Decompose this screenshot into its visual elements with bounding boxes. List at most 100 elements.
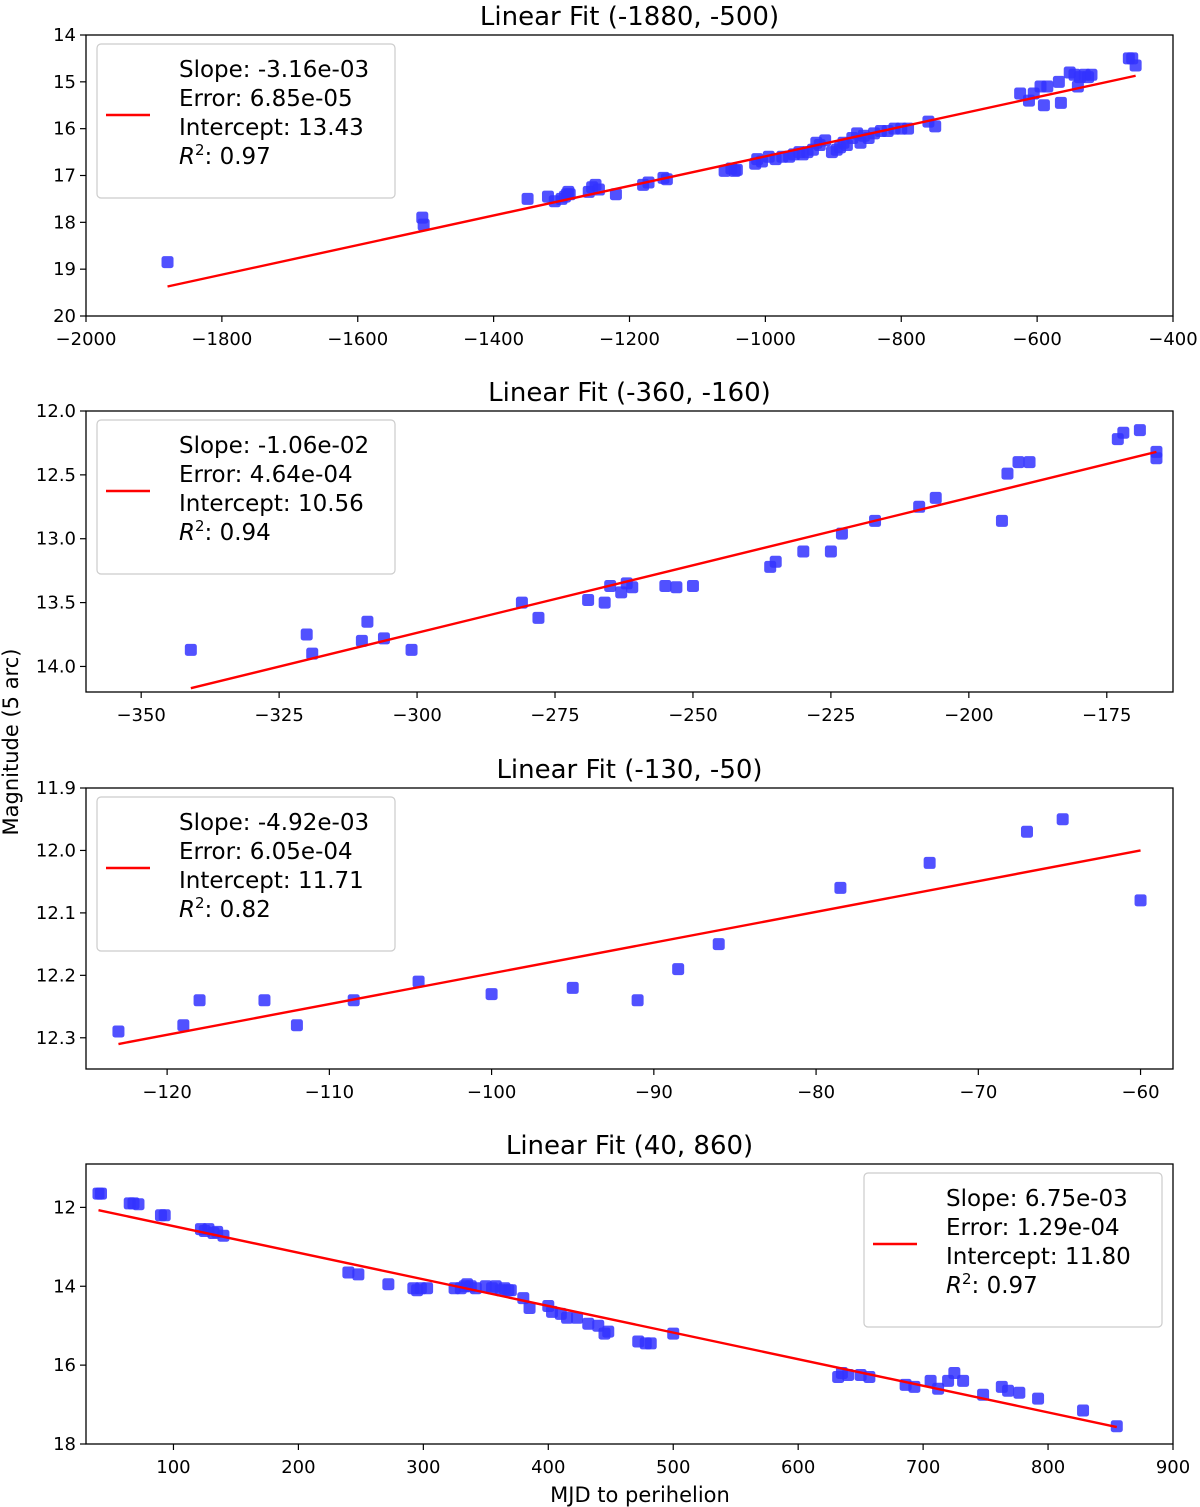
y-tick-label: 12.2 (36, 965, 76, 986)
data-point (1037, 99, 1050, 112)
x-tick-label: 200 (281, 1457, 315, 1478)
legend-error: Error: 1.29e-04 (946, 1215, 1120, 1241)
data-point (1052, 75, 1065, 88)
r-symbol: R (179, 520, 195, 546)
y-tick-label: 20 (53, 306, 76, 327)
data-point (582, 1317, 595, 1330)
panel-4: Linear Fit (40, 860) 100 200 300 400 500 600 70… (53, 1131, 1190, 1478)
y-tick-label: 15 (53, 72, 76, 93)
fit-line (167, 74, 1136, 288)
data-point (352, 1268, 365, 1281)
data-point (355, 634, 368, 647)
data-point (382, 1278, 395, 1291)
x-tick-label: −110 (305, 1082, 354, 1103)
y-tick-label: 17 (53, 166, 76, 187)
x-tick-label: −70 (959, 1082, 997, 1103)
data-point (659, 579, 672, 592)
data-point (290, 1019, 303, 1032)
data-point (566, 981, 579, 994)
y-tick-label: 12 (53, 1197, 76, 1218)
plot-frame (85, 410, 1174, 693)
data-point (1001, 467, 1014, 480)
legend: Slope: -4.92e-03 Error: 6.05e-04 Intercept… (96, 796, 396, 952)
legend-error: Error: 6.05e-04 (179, 839, 353, 865)
data-point (177, 1019, 190, 1032)
data-point (672, 963, 685, 976)
r-squared-value: : 0.82 (205, 897, 271, 923)
plot-frame (85, 34, 1174, 317)
fit-line (190, 450, 1157, 690)
data-point (670, 581, 683, 594)
data-point (361, 615, 374, 628)
fit-line (118, 849, 1141, 1046)
data-point (1133, 424, 1146, 437)
legend-slope: Slope: -4.92e-03 (179, 810, 369, 836)
x-tick-label: −300 (392, 705, 441, 726)
legend-intercept: Intercept: 13.43 (179, 115, 364, 141)
legend-intercept: Intercept: 11.71 (179, 868, 364, 894)
x-tick-label: 400 (531, 1457, 565, 1478)
data-point (1054, 96, 1067, 109)
x-tick-label: −600 (1012, 329, 1061, 350)
r-symbol: R (179, 144, 195, 170)
x-tick-label: 700 (906, 1457, 940, 1478)
x-tick-label: −1000 (735, 329, 796, 350)
y-tick-label: 16 (53, 119, 76, 140)
fit-line (98, 1208, 1118, 1429)
data-point (1023, 456, 1036, 469)
x-tick-label: −325 (254, 705, 303, 726)
data-point (602, 1325, 615, 1338)
x-tick-label: −1200 (599, 329, 660, 350)
y-tick-label: 13.5 (36, 593, 76, 614)
legend-r-squared: R2: 0.82 (179, 894, 271, 923)
y-tick-label: 12.0 (36, 840, 76, 861)
x-tick-label: −2000 (56, 329, 117, 350)
r-superscript: 2 (962, 1270, 972, 1288)
x-tick-label: −100 (467, 1082, 516, 1103)
data-point (712, 938, 725, 951)
data-point (1077, 1404, 1090, 1417)
data-point (644, 1337, 657, 1350)
panel-3: Linear Fit (-130, -50) −120 −110 −100 −90 −80… (36, 755, 1174, 1103)
legend-slope: Slope: -1.06e-02 (179, 433, 369, 459)
data-point (193, 994, 206, 1007)
r-superscript: 2 (195, 141, 205, 159)
data-point (112, 1025, 125, 1038)
data-point (412, 975, 425, 988)
data-point (532, 611, 545, 624)
figure-y-axis-label: Magnitude (5 arc) (0, 649, 23, 836)
data-point (417, 218, 430, 231)
data-point (421, 1282, 434, 1295)
data-point (824, 545, 837, 558)
r-squared-value: : 0.94 (205, 520, 271, 546)
data-point (521, 192, 534, 205)
data-point (1134, 894, 1147, 907)
chart-title: Linear Fit (-1880, -500) (480, 2, 779, 32)
data-point (598, 596, 611, 609)
data-point (1041, 80, 1054, 93)
x-tick-label: −120 (142, 1082, 191, 1103)
plot-frame (85, 787, 1174, 1070)
plot-area (92, 1187, 1123, 1433)
legend-error: Error: 6.85e-05 (179, 86, 353, 112)
data-point (797, 545, 810, 558)
data-point (995, 514, 1008, 527)
legend: Slope: -3.16e-03 Error: 6.85e-05 Intercept… (96, 43, 396, 199)
data-point (300, 628, 313, 641)
y-tick-label: 14 (53, 1276, 76, 1297)
legend-box (863, 1172, 1163, 1328)
legend-r-squared: R2: 0.97 (179, 141, 271, 170)
x-tick-label: 900 (1156, 1457, 1190, 1478)
data-point (1085, 68, 1098, 81)
y-tick-label: 14 (53, 25, 76, 46)
data-point (834, 881, 847, 894)
plot-area (184, 424, 1163, 690)
figure-x-axis-label: MJD to perihelion (550, 1483, 730, 1507)
y-tick-label: 13.0 (36, 529, 76, 550)
x-tick-label: −250 (668, 705, 717, 726)
data-point (1129, 59, 1142, 72)
data-point (730, 163, 743, 176)
x-tick-label: 100 (156, 1457, 190, 1478)
data-point (582, 594, 595, 607)
y-tick-label: 12.5 (36, 465, 76, 486)
